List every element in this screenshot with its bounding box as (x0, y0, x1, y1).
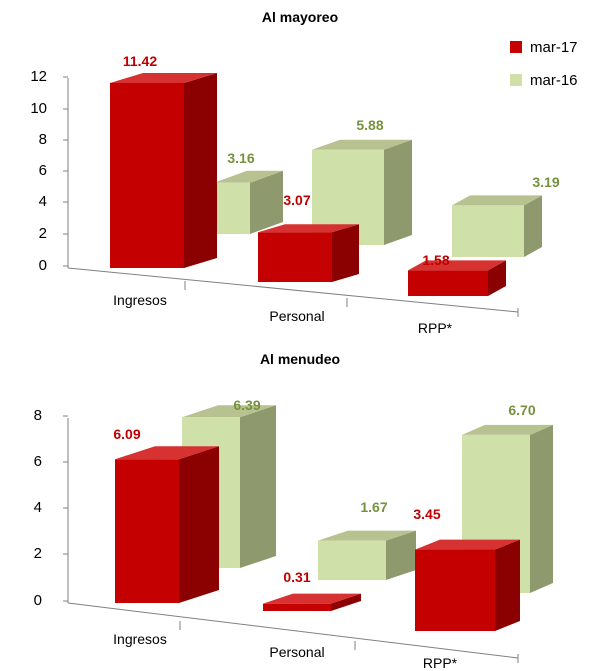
bar-mar-17-rpp-top (408, 260, 506, 271)
bar-mar-16-rpp-side (524, 195, 542, 257)
y-tick-label: 0 (34, 592, 42, 609)
bar-mar-17-ingresos (110, 72, 217, 268)
bar-mar-17-ingresos-top (110, 72, 217, 83)
bar-mar-17-personal (263, 593, 361, 611)
bar-mar-17-rpp (415, 539, 520, 631)
y-tick-label: 2 (34, 545, 42, 562)
legend-swatch-mar-16 (510, 74, 522, 86)
data-label: 3.16 (227, 150, 254, 166)
data-label: 0.31 (283, 569, 310, 585)
bar-mar-17-ingresos-front (110, 82, 184, 268)
bar-mar-17-rpp-side (495, 539, 520, 631)
data-label: 3.19 (532, 174, 559, 190)
bar-mar-16-personal-front (318, 540, 386, 580)
bar-mar-16-ingresos (214, 170, 283, 234)
x-tick-label: Personal (269, 644, 324, 660)
bar-mar-16-ingresos-side (240, 405, 276, 568)
y-tick-label: 12 (30, 68, 47, 85)
bar-mar-16-personal (318, 530, 416, 580)
chart-title: Al menudeo (260, 351, 340, 367)
bar-mar-17-ingresos-side (179, 446, 219, 603)
chart-title: Al mayoreo (262, 9, 338, 25)
bar-mar-17-personal-front (263, 603, 331, 611)
bar-mar-16-ingresos-top (182, 405, 276, 418)
legend-label-mar-17: mar-17 (530, 39, 578, 56)
bar-mar-16-ingresos-front (214, 182, 250, 234)
bar-mar-17-personal-front (258, 232, 332, 282)
bar-mar-17-rpp-top (415, 539, 520, 550)
data-label: 1.67 (360, 499, 387, 515)
bar-mar-16-ingresos-side (250, 170, 283, 234)
bar-mar-17-rpp-front (408, 270, 488, 296)
bar-mar-16-rpp-top (452, 195, 542, 206)
bar-mar-16-personal-top (312, 139, 412, 150)
bar-mar-16-ingresos-top (214, 170, 283, 183)
x-tick-label: RPP* (423, 655, 458, 671)
x-tick-label: RPP* (418, 320, 453, 336)
bar-mar-17-ingresos-front (115, 459, 179, 603)
bar-mar-17-personal-side (331, 593, 361, 611)
bar-mar-16-rpp-top (462, 424, 553, 435)
data-label: 3.45 (413, 506, 440, 522)
bar-mar-16-personal-top (318, 530, 416, 541)
x-tick-label: Ingresos (113, 292, 167, 308)
data-label: 3.07 (283, 192, 310, 208)
y-tick-label: 2 (39, 225, 47, 242)
bar-mar-16-personal-side (384, 139, 412, 245)
bar-mar-17-rpp-front (415, 549, 495, 631)
bar-mar-16-rpp-side (530, 424, 553, 593)
bar-mar-17-rpp-side (488, 260, 506, 296)
x-tick-label: Ingresos (113, 631, 167, 647)
y-tick-label: 0 (39, 257, 47, 274)
data-label: 6.70 (508, 402, 535, 418)
y-tick-label: 6 (34, 453, 42, 470)
bar-mar-16-rpp-front (452, 205, 524, 257)
y-tick-label: 4 (39, 193, 47, 210)
bar-mar-17-personal-side (332, 224, 359, 282)
x-axis-line (67, 602, 519, 659)
x-axis-line (67, 267, 519, 313)
bar-mar-17-ingresos (115, 446, 219, 603)
data-label: 6.09 (113, 426, 140, 442)
bar-mar-16-personal-side (386, 530, 416, 580)
data-label: 1.58 (422, 252, 449, 268)
bar-mar-16-rpp (452, 195, 542, 257)
legend-swatch-mar-17 (510, 41, 522, 53)
bar-mar-17-personal-top (263, 593, 361, 604)
data-label: 11.42 (123, 53, 157, 69)
bar-mar-17-personal (258, 224, 359, 282)
bar-mar-17-personal-top (258, 224, 359, 233)
x-tick-label: Personal (269, 308, 324, 324)
data-label: 5.88 (356, 117, 383, 133)
bar-mar-17-rpp (408, 260, 506, 296)
y-tick-label: 8 (34, 407, 42, 424)
bar-mar-17-ingresos-top (115, 446, 219, 460)
y-tick-label: 6 (39, 162, 47, 179)
y-tick-label: 4 (34, 499, 42, 516)
bar-mar-17-ingresos-side (184, 72, 217, 268)
y-tick-label: 8 (39, 131, 47, 148)
data-label: 6.39 (233, 397, 260, 413)
y-tick-label: 10 (30, 100, 47, 117)
legend-label-mar-16: mar-16 (530, 72, 578, 89)
